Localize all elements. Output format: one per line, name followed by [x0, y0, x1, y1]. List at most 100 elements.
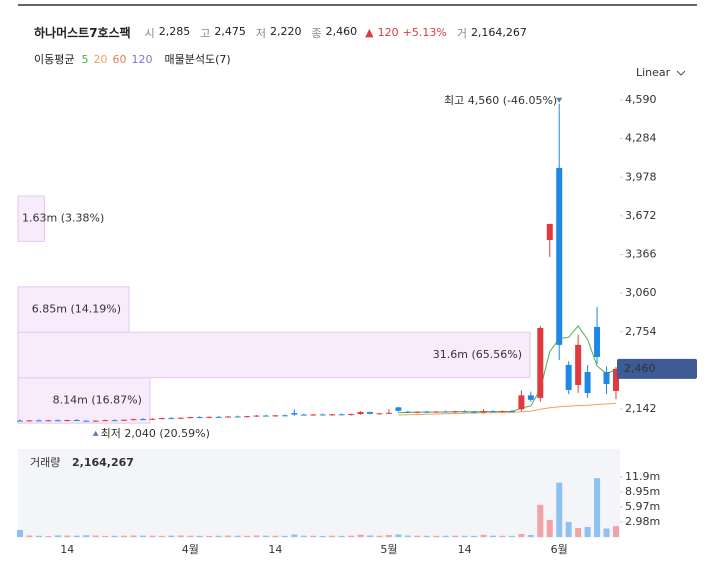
volume-bar: [17, 529, 23, 537]
legend-entry: 120: [131, 52, 153, 66]
candle-body: [518, 395, 525, 410]
candle-body: [73, 420, 80, 422]
quote-key: 저: [255, 26, 267, 40]
candle-body: [168, 418, 175, 420]
quote-key: 시: [144, 26, 155, 40]
candle-body: [357, 412, 364, 415]
low-marker: 최저 2,040 (20.59%): [101, 427, 210, 440]
volume-bar: [206, 535, 213, 537]
volume-bar: [158, 535, 165, 537]
candle-body: [130, 419, 137, 421]
volume-bar: [461, 535, 468, 537]
candle-body: [471, 411, 478, 413]
volume-bar: [537, 504, 544, 537]
ma-label[interactable]: 이동평균: [34, 53, 75, 66]
candle-body: [338, 414, 345, 416]
volume-title: 거래량: [30, 456, 60, 469]
profile-bar: [17, 331, 531, 379]
volume-bar: [329, 535, 336, 537]
candle-body: [423, 411, 430, 413]
volume-bar: [149, 535, 156, 537]
volume-bar: [281, 535, 288, 537]
change-pct: +5.13%: [402, 26, 447, 39]
volume-bar: [253, 535, 260, 537]
dropdown-icon[interactable]: [676, 70, 686, 76]
change: 120: [377, 26, 399, 39]
volume-bar: [527, 534, 534, 537]
candle-body: [26, 420, 33, 422]
volume-bar: [612, 526, 619, 537]
candle-body: [158, 418, 165, 420]
volume-bar: [35, 535, 42, 537]
candle-body: [499, 411, 506, 413]
volume-tick-label: 8.95m: [625, 485, 660, 498]
candle-body: [196, 417, 203, 419]
candle-body: [300, 414, 307, 416]
quote-key: 종: [311, 26, 322, 40]
volume-bar: [26, 535, 33, 537]
quote-key: 고: [200, 26, 211, 40]
candle-body: [111, 420, 118, 422]
candle-body: [102, 420, 109, 422]
profile-label: 8.14m (16.87%): [53, 393, 142, 406]
candle-body: [584, 372, 591, 393]
y-tick-label: 3,978: [625, 170, 657, 183]
candle-body: [139, 419, 146, 421]
x-tick-label: 6월: [551, 543, 568, 556]
volume-bar: [490, 535, 496, 537]
volume-bar: [300, 535, 307, 537]
candle-body: [310, 414, 317, 416]
candle-body: [442, 411, 449, 413]
legend-entry: 60: [112, 52, 127, 66]
profile-bar: [17, 286, 130, 333]
volume-bar: [594, 478, 601, 537]
ma-legend: 5 20 60 120: [81, 53, 152, 66]
volume-bar: [471, 535, 478, 537]
y-tick-label: 2,142: [625, 402, 657, 415]
volume-bar: [584, 526, 591, 537]
volume-tick-label: 11.9m: [625, 470, 660, 483]
candle-body: [433, 411, 440, 413]
volume-bar: [480, 534, 487, 537]
volume-value: 2,164,267: [72, 456, 134, 469]
candle-body: [291, 413, 298, 415]
candle-body: [565, 364, 572, 390]
volume-bar: [442, 535, 449, 537]
candle-body: [177, 417, 184, 419]
candle-body: [404, 411, 411, 413]
volume-bar: [546, 519, 553, 537]
legend-entry: 5: [81, 52, 89, 66]
indicator-header: 이동평균 5 20 60 120 매물분석도(7): [34, 51, 231, 67]
volume-bar: [272, 535, 279, 537]
volume-bar: [244, 535, 251, 537]
volume-bar: [54, 535, 61, 537]
profile-label[interactable]: 매물분석도(7): [164, 53, 231, 66]
scale-mode[interactable]: Linear: [636, 66, 671, 79]
candle-body: [206, 416, 213, 418]
volume-bar: [225, 535, 232, 537]
x-tick-label: 14: [458, 543, 472, 556]
volume-bar: [319, 535, 326, 537]
quote-value: 2,460: [325, 24, 358, 38]
volume-bar: [423, 535, 430, 537]
candle-body: [215, 416, 222, 418]
x-tick-label: 14: [268, 543, 282, 556]
volume-bar: [338, 535, 345, 537]
volume-bar: [575, 527, 582, 537]
change-icon: ▲: [365, 26, 374, 39]
candle-body: [603, 372, 610, 385]
volume-bar: [404, 535, 411, 537]
quote-value: 2,220: [270, 24, 302, 38]
candle-body: [253, 415, 260, 417]
volume-bar: [196, 535, 203, 537]
candle-body: [490, 411, 496, 413]
volume-bar: [499, 535, 506, 537]
candle-body: [480, 411, 487, 413]
candle-body: [367, 412, 374, 414]
volume-bar: [64, 535, 71, 537]
volume-bar: [168, 535, 175, 537]
volume-bar: [92, 535, 99, 537]
volume-bar: [73, 535, 80, 537]
y-tick-label: 3,060: [625, 286, 657, 299]
quote-value: 2,285: [158, 24, 191, 38]
